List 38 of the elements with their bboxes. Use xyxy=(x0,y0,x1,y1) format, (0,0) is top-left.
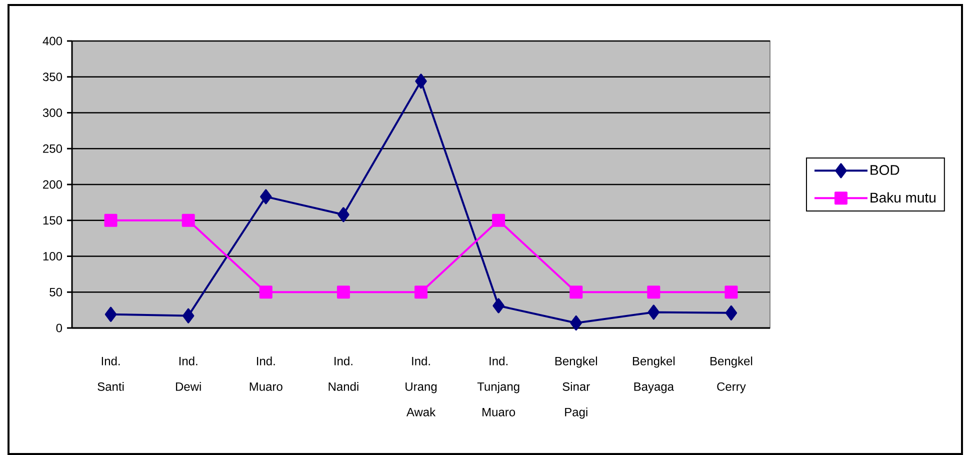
point xyxy=(724,286,738,299)
point xyxy=(725,305,738,320)
point xyxy=(182,214,195,227)
point xyxy=(336,286,350,299)
point xyxy=(570,286,583,299)
category-label: Ind. Santi xyxy=(98,356,124,391)
y-tick-label: 350 xyxy=(42,72,62,82)
category-label: Ind. Tunjang Muaro xyxy=(477,356,520,416)
y-tick-label: 0 xyxy=(56,324,62,332)
y-tick-label: 50 xyxy=(50,288,62,296)
legend-label: Baku mutu xyxy=(870,192,936,203)
legend-label: BOD xyxy=(870,165,900,175)
y-tick-label: 300 xyxy=(42,108,62,117)
y-tick-label: 400 xyxy=(42,36,62,46)
category-label: Ind. Muaro xyxy=(250,356,282,391)
category-label: Bengkel Sinar Pagi xyxy=(555,356,597,419)
point xyxy=(415,74,427,89)
point xyxy=(259,286,272,299)
y-tick-label: 100 xyxy=(43,252,62,260)
point xyxy=(414,286,428,299)
point xyxy=(338,207,350,222)
category-label: Ind. Nandi xyxy=(328,356,358,391)
y-tick-label: 200 xyxy=(43,180,62,189)
category-label: Bengkel Bayaga xyxy=(632,356,675,394)
point xyxy=(648,304,660,320)
point xyxy=(104,214,118,227)
point xyxy=(492,298,504,314)
point xyxy=(492,214,506,227)
category-label: Bengkel Cerry xyxy=(710,356,752,394)
y-tick-label: 250 xyxy=(43,144,62,153)
point xyxy=(260,189,272,204)
y-tick-label: 150 xyxy=(43,216,62,225)
category-label: Ind. Urang Awak xyxy=(406,356,437,416)
point xyxy=(647,286,660,299)
category-label: Ind. Dewi xyxy=(176,356,201,391)
point xyxy=(570,315,582,330)
point xyxy=(182,308,194,324)
point xyxy=(104,306,117,322)
